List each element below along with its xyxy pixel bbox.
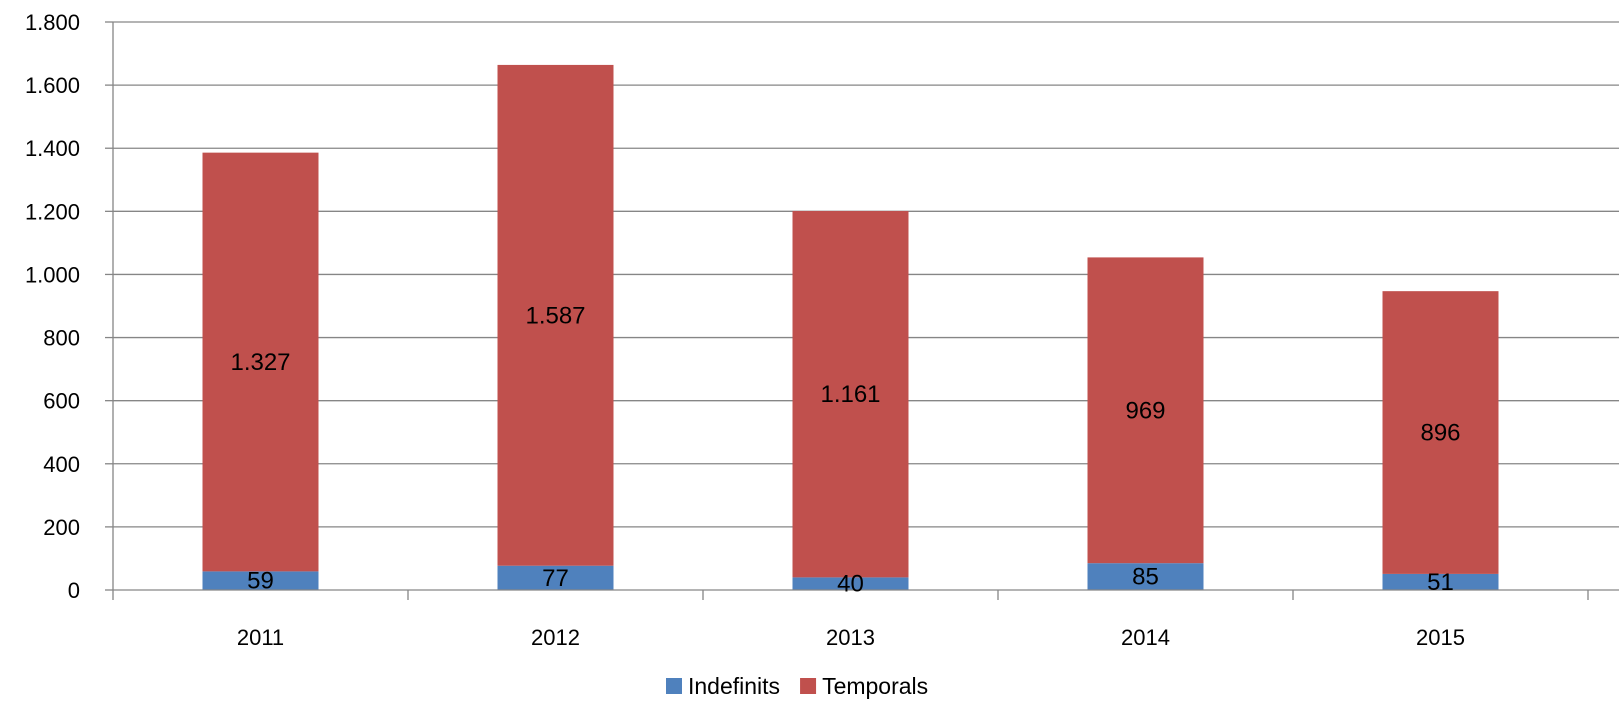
data-label: 85	[1132, 564, 1159, 591]
bar-temporals	[1087, 257, 1204, 564]
bar-indefinits	[792, 577, 909, 590]
axes	[105, 21, 1619, 600]
y-tick-label: 1.000	[25, 262, 80, 287]
legend: Indefinits Temporals	[666, 673, 928, 699]
y-tick-label: 1.600	[25, 73, 80, 98]
bar-indefinits	[1087, 563, 1204, 590]
bars	[202, 64, 1499, 590]
x-tick-label: 2015	[1416, 625, 1465, 650]
y-tick-label: 400	[43, 452, 80, 477]
bar-indefinits	[1382, 573, 1499, 590]
y-tick-label: 1.200	[25, 199, 80, 224]
bar-temporals	[202, 152, 319, 572]
legend-label: Indefinits	[688, 673, 780, 699]
data-labels: 59 1.327 77 1.587 40 1.161 85 969 51 896	[230, 302, 1460, 597]
y-axis-tick-labels: 0 200 400 600 800 1.000 1.200 1.400 1.600 1.800	[25, 10, 80, 603]
data-label: 77	[542, 565, 569, 592]
x-tick-label: 2014	[1121, 625, 1170, 650]
x-tick-label: 2013	[826, 625, 875, 650]
data-label: 969	[1125, 397, 1165, 424]
legend-label: Temporals	[822, 673, 928, 699]
legend-swatch-temporals	[800, 678, 817, 694]
x-tick-label: 2011	[237, 625, 284, 650]
y-tick-label: 200	[43, 515, 80, 540]
y-tick-label: 800	[43, 326, 80, 351]
y-tick-label: 0	[68, 578, 80, 603]
legend-swatch-indefinits	[666, 678, 682, 694]
data-label: 59	[247, 568, 274, 595]
x-axis-tick-labels: 2011 2012 2013 2014 2015	[237, 625, 1465, 650]
bar-temporals	[792, 211, 909, 578]
x-tick-label: 2012	[531, 625, 580, 650]
data-label: 1.587	[525, 302, 585, 329]
bar-indefinits	[202, 571, 319, 590]
y-tick-label: 600	[43, 389, 80, 414]
data-label: 896	[1420, 420, 1460, 447]
bar-temporals	[1382, 291, 1499, 574]
bar-temporals	[497, 64, 614, 566]
data-label: 51	[1427, 569, 1454, 596]
bar-indefinits	[497, 565, 614, 590]
data-label: 1.327	[230, 349, 290, 376]
y-tick-label: 1.800	[25, 10, 80, 35]
y-tick-label: 1.400	[25, 136, 80, 161]
data-label: 1.161	[820, 381, 880, 408]
data-label: 40	[837, 571, 864, 598]
